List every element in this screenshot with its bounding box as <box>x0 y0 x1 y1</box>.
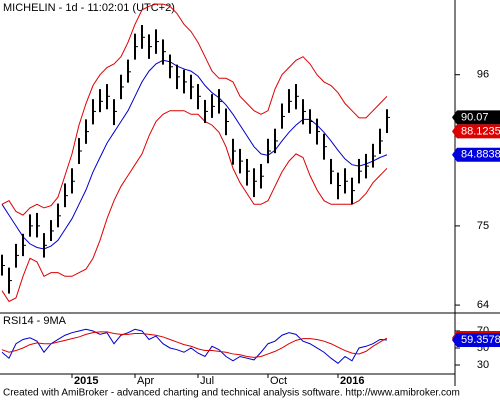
y-tick-label: 30 <box>477 359 489 371</box>
overlay-line <box>1 59 388 250</box>
value-label-box <box>452 110 500 125</box>
x-tick-label: Apr <box>137 375 154 387</box>
value-label-box <box>452 124 500 139</box>
x-tick-label: 2015 <box>74 375 98 387</box>
y-tick-label: 64 <box>477 299 489 311</box>
value-label-box <box>452 147 500 162</box>
x-tick-label: Oct <box>270 375 287 387</box>
value-label: 84.8838 <box>461 149 500 161</box>
footer: Created with AmiBroker - advanced charti… <box>3 388 460 399</box>
chart-title: MICHELIN - 1d - 11:02:01 (UTC+2) <box>3 2 175 14</box>
value-label: 59.3578 <box>461 334 500 346</box>
overlay-line <box>1 3 388 216</box>
x-tick-label: 2016 <box>340 375 364 387</box>
y-tick-label: 75 <box>477 220 489 232</box>
value-label-box <box>452 333 500 348</box>
value-label: 90.07 <box>461 111 489 123</box>
x-tick-label: Jul <box>200 375 214 387</box>
panel-title: RSI14 - 9MA <box>3 315 67 327</box>
value-label: 88.1235 <box>461 125 500 137</box>
series-line <box>1 328 388 364</box>
overlay-line <box>1 110 388 303</box>
series-line <box>1 331 388 358</box>
y-tick-label: 96 <box>477 69 489 81</box>
